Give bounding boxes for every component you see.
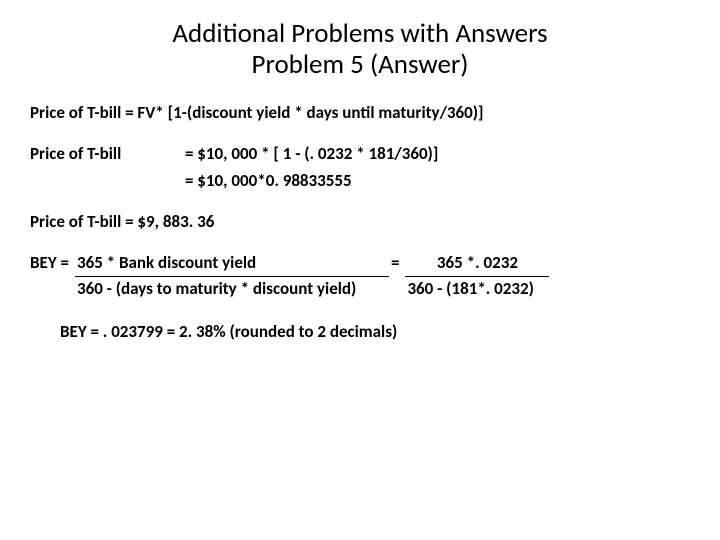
bey-final-result: BEY = . 023799 = 2. 38% (rounded to 2 de… xyxy=(30,321,690,344)
price-calc-label: Price of T-bill xyxy=(30,143,185,166)
title-line-2: Problem 5 (Answer) xyxy=(120,49,600,80)
bey-denominator-left: 360 - (days to maturity * discount yield… xyxy=(75,277,389,301)
bey-numerator-left: 365 * Bank discount yield xyxy=(75,252,389,277)
bey-fraction-right: .. 365 *. 0232 .. 360 - (181*. 0232) xyxy=(405,252,549,301)
price-calc-line-1: = $10, 000 * [ 1 - (. 0232 * 181/360)] xyxy=(185,143,438,166)
price-calc-line-2: = $10, 000*0. 98833555 xyxy=(30,170,690,193)
price-result: Price of T-bill = $9, 883. 36 xyxy=(30,211,690,234)
slide-title: Additional Problems with Answers Problem… xyxy=(30,18,690,80)
bey-numerator-right: .. 365 *. 0232 .. xyxy=(405,252,549,277)
bey-equals: = xyxy=(389,252,405,275)
price-formula: Price of T-bill = FV* [1-(discount yield… xyxy=(30,102,690,125)
bey-label: BEY = xyxy=(30,252,75,275)
bey-fraction-left: 365 * Bank discount yield 360 - (days to… xyxy=(75,252,389,301)
title-line-1: Additional Problems with Answers xyxy=(120,18,600,49)
bey-formula-row: BEY = 365 * Bank discount yield 360 - (d… xyxy=(30,252,690,301)
price-calc-row: Price of T-bill = $10, 000 * [ 1 - (. 02… xyxy=(30,143,690,166)
bey-denominator-right: 360 - (181*. 0232) xyxy=(405,277,549,301)
slide: Additional Problems with Answers Problem… xyxy=(0,0,720,540)
slide-body: Price of T-bill = FV* [1-(discount yield… xyxy=(30,102,690,344)
